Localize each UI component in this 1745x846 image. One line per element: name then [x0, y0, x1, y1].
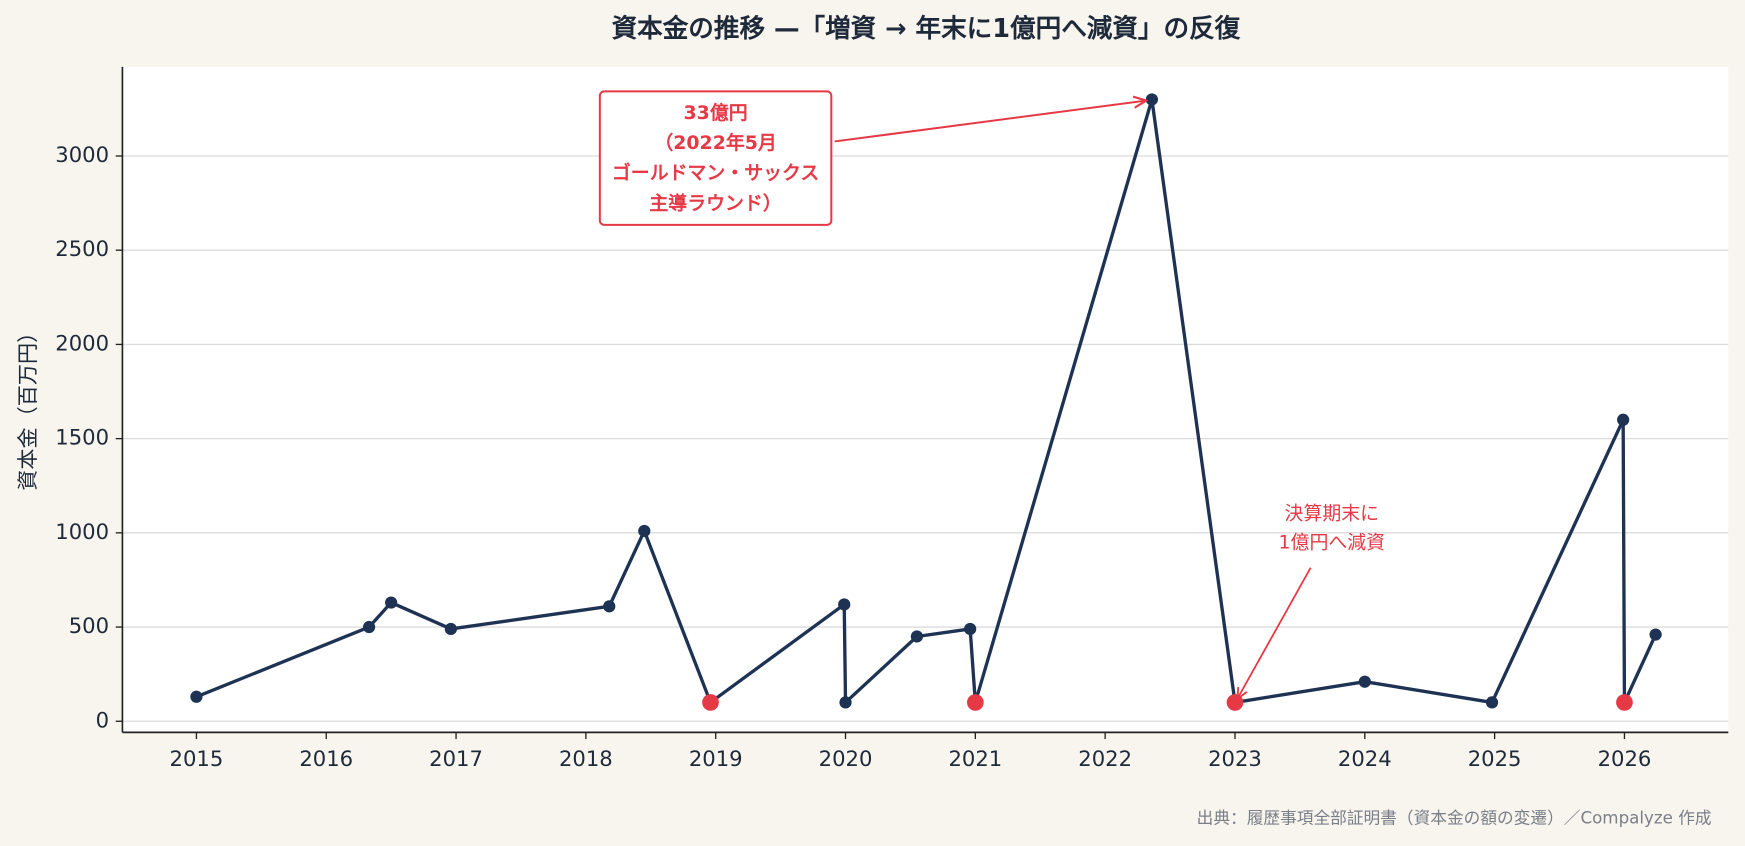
annotation-box: [598, 90, 833, 226]
highlight-point: [966, 694, 984, 711]
data-point: [603, 600, 616, 613]
chart-title: 資本金の推移 —「増資 → 年末に1億円へ減資」の反復: [612, 13, 1241, 44]
data-point: [638, 524, 651, 538]
highlight-point: [702, 694, 719, 711]
data-point: [838, 598, 851, 611]
y-tick-label: 500: [69, 613, 109, 638]
data-point: [1358, 675, 1371, 688]
y-tick-label: 2500: [55, 236, 109, 261]
data-point: [1485, 696, 1499, 709]
y-tick-label: 2000: [55, 330, 109, 355]
highlight-point: [1226, 694, 1244, 711]
annotation-text: ゴールドマン・サックス: [612, 161, 819, 184]
x-tick-label: 2022: [1078, 746, 1132, 771]
x-tick-label: 2024: [1338, 746, 1392, 771]
data-point: [839, 696, 852, 709]
x-tick-label: 2019: [689, 746, 743, 771]
plot-area: [122, 66, 1729, 733]
data-point: [385, 596, 398, 609]
y-tick-label: 0: [96, 707, 109, 732]
x-tick-label: 2015: [170, 746, 224, 771]
x-tick-label: 2025: [1468, 746, 1522, 771]
x-tick-label: 2020: [819, 746, 873, 771]
annotation-text: （2022年5月: [654, 131, 777, 154]
x-tick-label: 2026: [1598, 746, 1652, 771]
x-tick-label: 2017: [429, 746, 483, 771]
source-note: 出典：履歴事項全部証明書（資本金の額の変遷）／Compalyze 作成: [1197, 809, 1712, 828]
x-tick-label: 2023: [1208, 746, 1262, 771]
y-tick-label: 3000: [55, 142, 109, 167]
annotation-text: 33億円: [684, 101, 748, 124]
y-axis-label: 資本金（百万円）: [15, 322, 40, 491]
data-point: [1649, 628, 1662, 641]
data-point: [190, 690, 203, 703]
x-tick-label: 2016: [299, 746, 353, 771]
data-point: [444, 622, 457, 636]
annotation-arrow: [834, 101, 1147, 143]
x-tick-label: 2021: [948, 746, 1002, 771]
annotation-text: 主導ラウンド）: [649, 191, 781, 214]
highlight-point: [1616, 694, 1633, 711]
data-point: [964, 622, 977, 636]
annotation-text: 1億円へ減資: [1279, 532, 1386, 554]
x-tick-label: 2018: [559, 746, 613, 771]
data-point: [1617, 413, 1630, 426]
y-tick-label: 1500: [55, 425, 109, 450]
data-point: [910, 630, 924, 643]
data-point: [362, 620, 376, 634]
y-tick-label: 1000: [55, 519, 109, 544]
annotation-text: 決算期末に: [1285, 503, 1380, 525]
data-point: [1145, 93, 1159, 106]
annotation-arrow: [1237, 567, 1312, 699]
